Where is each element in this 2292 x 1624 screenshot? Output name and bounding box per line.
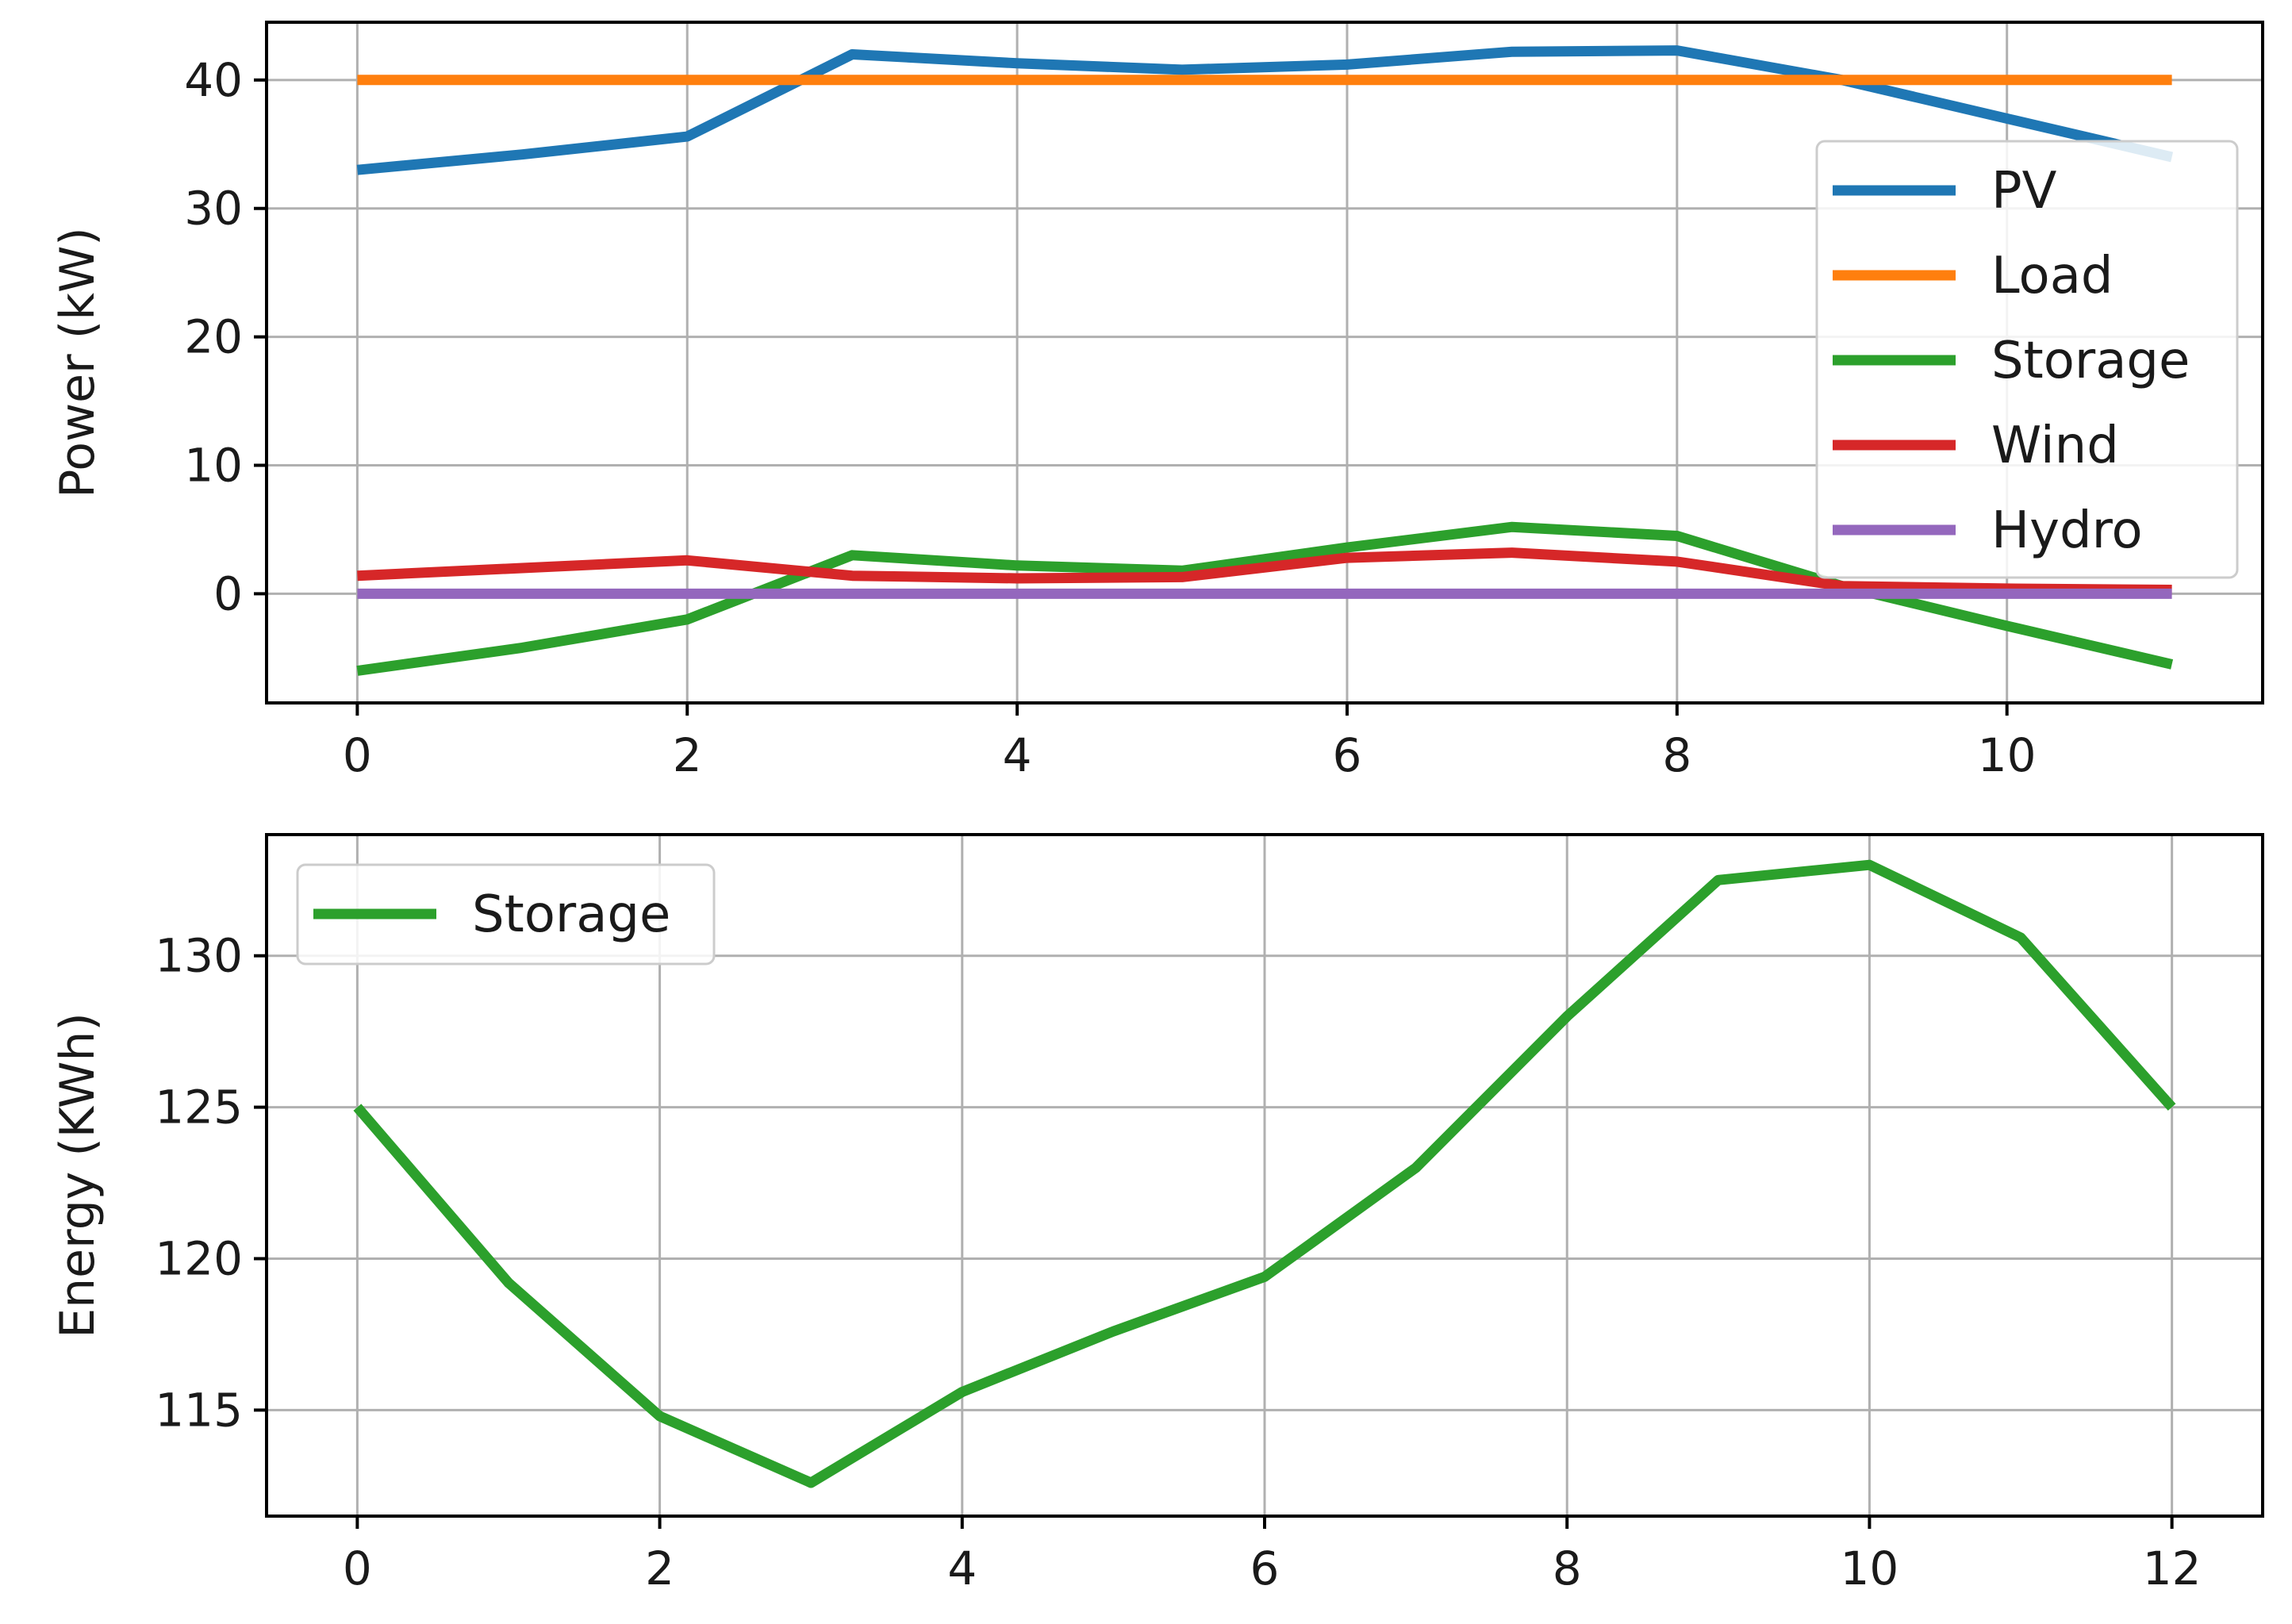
y-axis-label: Power (kW) (50, 227, 106, 497)
energy-chart: 0 2 4 6 8 10 12 115 120 125 130 Energy (KWh) Storage (50, 833, 2264, 1595)
y-tick-label: 120 (155, 1231, 243, 1285)
legend: Storage (296, 863, 716, 966)
legend-box (1815, 140, 2239, 579)
y-tick-label: 40 (184, 53, 243, 107)
y-tick-label: 0 (213, 566, 243, 620)
y-tick-label: 125 (155, 1081, 243, 1134)
x-tick-label: 0 (343, 1541, 372, 1595)
legend-label-storage: Storage (1991, 332, 2190, 390)
axes-frame (265, 21, 2264, 705)
y-tick-label: 10 (184, 439, 243, 493)
series-line-storage (353, 859, 2176, 1488)
y-tick-label: 20 (184, 310, 243, 364)
x-tick-label: 4 (947, 1541, 977, 1595)
x-tick-label: 8 (1553, 1541, 1582, 1595)
x-tick-label: 8 (1662, 728, 1691, 782)
series-line-pv (356, 45, 2174, 175)
x-tick-label: 4 (1003, 728, 1032, 782)
y-tick-label: 130 (155, 929, 243, 983)
x-tick-label: 10 (1841, 1541, 1899, 1595)
power-chart: 0 2 4 6 8 10 0 10 20 30 40 Power (kW) PV Load Storage W… (50, 21, 2264, 782)
x-tick-label: 6 (1250, 1541, 1280, 1595)
legend: PV Load Storage Wind Hydro (1815, 140, 2239, 579)
x-tick-label: 10 (1978, 728, 2037, 782)
x-tick-label: 0 (343, 728, 372, 782)
legend-label-storage: Storage (472, 885, 670, 944)
legend-label-hydro: Hydro (1991, 501, 2143, 560)
y-tick-label: 30 (184, 182, 243, 236)
series-line-wind (357, 547, 2172, 595)
x-tick-label: 6 (1333, 728, 1362, 782)
legend-label-wind: Wind (1991, 417, 2119, 475)
x-tick-label: 12 (2143, 1541, 2202, 1595)
y-tick-label: 115 (155, 1383, 243, 1437)
legend-box (296, 863, 716, 966)
legend-label-pv: PV (1991, 162, 2057, 221)
legend-label-load: Load (1991, 247, 2113, 305)
x-tick-label: 2 (645, 1541, 674, 1595)
x-tick-label: 2 (673, 728, 702, 782)
y-axis-label: Energy (KWh) (50, 1012, 106, 1338)
